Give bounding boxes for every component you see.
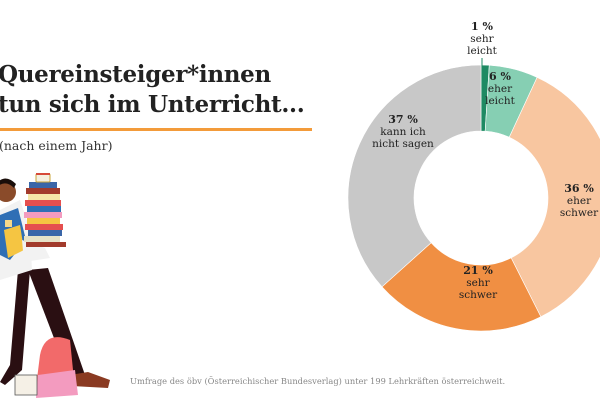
slice-percent: 21 % (463, 264, 493, 277)
slice-category: leicht (485, 95, 516, 107)
slice-percent: 1 % (471, 20, 493, 33)
illustration-shoe (70, 372, 110, 388)
donut-slice-eher-schwer (508, 77, 600, 318)
slice-percent: 37 % (388, 113, 418, 126)
page-title: Quereinsteiger*innen tun sich im Unterri… (0, 60, 305, 120)
source-footnote: Umfrage des öbv (Österreichischer Bundes… (130, 376, 506, 386)
slice-category: sehr (470, 33, 494, 45)
illustration-teacher-with-books (0, 173, 110, 398)
slice-label: 36 % eher schwer (560, 182, 599, 219)
illustration-book-stack (24, 173, 66, 247)
illustration-hair (0, 178, 16, 188)
illustration-leg-back (0, 270, 30, 385)
slice-category: kann ich (380, 126, 426, 138)
slice-category: schwer (560, 207, 599, 219)
title-line-2: tun sich im Unterricht... (0, 91, 305, 118)
slice-percent: 36 % (564, 182, 594, 195)
slice-category: schwer (459, 289, 498, 301)
donut-slice-sehr-schwer (381, 242, 542, 332)
illustration-bag-pocket (36, 370, 78, 398)
slice-label: 21 % sehr schwer (459, 264, 498, 301)
illustration-notebook (14, 374, 38, 396)
illustration-vest-pattern (4, 225, 24, 258)
illustration-head (0, 182, 16, 202)
slice-category: eher (488, 83, 513, 95)
slice-category: eher (567, 195, 592, 207)
illustration-badge (5, 220, 12, 227)
title-line-1: Quereinsteiger*innen (0, 61, 271, 88)
slice-category: leicht (467, 45, 498, 57)
slice-label: 37 % kann ich nicht sagen (372, 113, 434, 150)
slice-category: sehr (466, 277, 490, 289)
slice-percent: 6 % (489, 70, 511, 83)
slice-label: 1 % sehr leicht (467, 20, 498, 57)
subtitle: (nach einem Jahr) (0, 138, 113, 153)
slice-label: 6 % eher leicht (485, 70, 516, 107)
slice-category: nicht sagen (372, 138, 434, 150)
title-underline (0, 128, 312, 131)
donut-slice-kann-ich-nicht-sagen (347, 64, 482, 288)
